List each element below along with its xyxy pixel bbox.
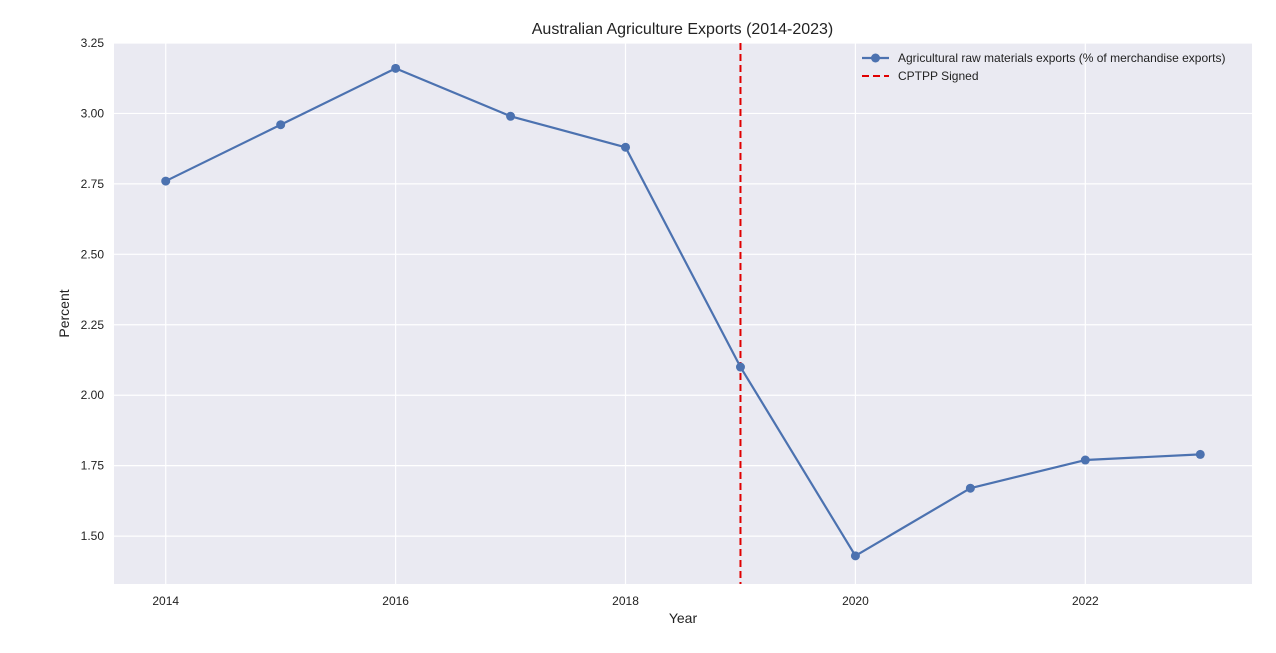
y-tick-label: 2.00 — [81, 388, 105, 402]
data-point — [1080, 455, 1090, 465]
y-tick-label: 1.75 — [81, 459, 105, 473]
data-point — [735, 362, 745, 372]
legend-cptpp-label: CPTPP Signed — [898, 69, 979, 83]
x-tick-label: 2016 — [382, 594, 409, 608]
x-tick-label: 2022 — [1072, 594, 1099, 608]
data-point — [965, 483, 975, 493]
y-tick-label: 2.25 — [81, 318, 105, 332]
tick-labels: 2014 2016 2018 2020 2022 1.50 1.75 2.00 2.25 2.50… — [81, 36, 1099, 608]
data-point — [1195, 449, 1205, 459]
data-point — [391, 63, 401, 73]
data-point — [621, 142, 631, 152]
x-tick-label: 2020 — [842, 594, 869, 608]
y-tick-label: 2.50 — [81, 247, 105, 261]
legend: Agricultural raw materials exports (% of… — [862, 51, 1225, 83]
y-tick-label: 1.50 — [81, 529, 105, 543]
data-point — [161, 176, 171, 186]
legend-series-marker-icon — [871, 53, 880, 63]
series-layer — [161, 63, 1205, 561]
data-point — [276, 120, 286, 130]
y-tick-label: 3.00 — [81, 106, 105, 120]
plot-area — [114, 43, 1252, 584]
x-axis-label: Year — [669, 610, 698, 626]
y-axis-label: Percent — [56, 289, 72, 337]
chart-title: Australian Agriculture Exports (2014-202… — [532, 21, 834, 38]
y-tick-label: 3.25 — [81, 36, 105, 50]
series-line — [165, 67, 1201, 557]
data-point — [850, 551, 860, 561]
y-tick-label: 2.75 — [81, 177, 105, 191]
x-tick-label: 2014 — [152, 594, 179, 608]
data-point — [506, 111, 516, 121]
legend-series-label: Agricultural raw materials exports (% of… — [898, 51, 1225, 65]
x-tick-label: 2018 — [612, 594, 639, 608]
